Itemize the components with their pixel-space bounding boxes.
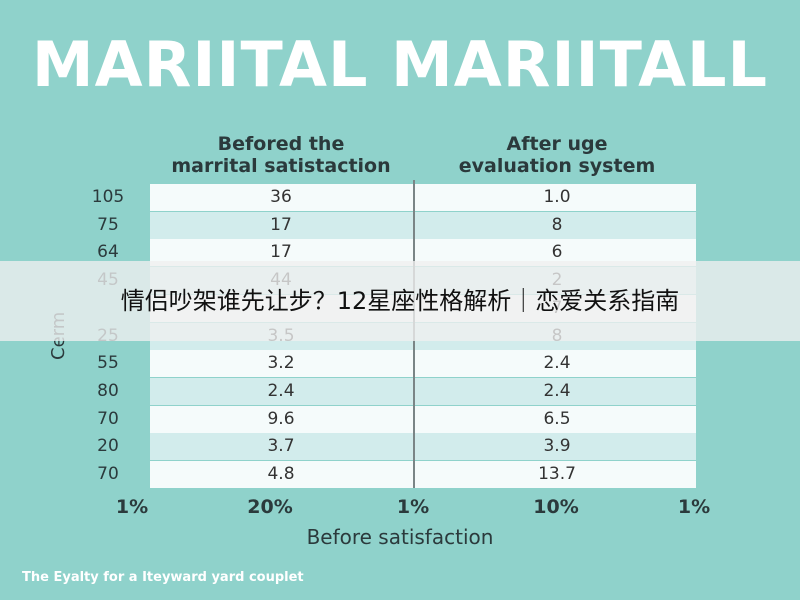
column-header-after: After uge evaluation system	[418, 133, 696, 177]
x-tick-label: 1%	[396, 496, 430, 518]
column-header-before-line1: Befored the	[217, 133, 345, 155]
cell-before: 17	[270, 214, 292, 235]
cell-before: 9.6	[267, 408, 295, 429]
cell-after: 1.0	[543, 187, 571, 207]
cell-before: 2.4	[267, 380, 295, 401]
table-row: 2.4 2.4	[150, 377, 696, 405]
cell-before: 17	[270, 242, 292, 263]
footer-caption: The Eyalty for a Iteyward yard couplet	[22, 570, 304, 585]
cell-after: 2.4	[543, 380, 571, 401]
x-axis-label: Before satisfaction	[306, 525, 494, 549]
cell-after: 6	[551, 242, 563, 263]
cell-after: 3.9	[543, 436, 571, 457]
row-label: 80	[97, 380, 119, 401]
row-label: 64	[97, 242, 119, 263]
column-header-before: Befored the marrital satistaction	[150, 133, 412, 177]
row-label: 55	[97, 353, 119, 374]
cell-before: 3.7	[267, 436, 295, 457]
table-row: 9.6 6.5	[150, 405, 696, 433]
row-label: 70	[97, 464, 119, 484]
banner-text: 情侣吵架谁先让步？12星座性格解析｜恋爱关系指南	[120, 287, 680, 315]
table-row: 17 8	[150, 211, 696, 239]
overlay-banner: 情侣吵架谁先让步？12星座性格解析｜恋爱关系指南	[0, 261, 800, 341]
row-label: 70	[97, 408, 119, 429]
row-label: 20	[97, 436, 119, 457]
x-tick-label: 10%	[533, 496, 579, 518]
row-label: 105	[91, 187, 125, 207]
chart-title: MARIITAL MARIITALL	[31, 28, 769, 101]
table-row: 36 1.0	[150, 184, 696, 211]
column-header-before-line2: marrital satistaction	[171, 155, 391, 177]
cell-after: 6.5	[543, 408, 571, 429]
cell-after: 13.7	[538, 464, 576, 484]
table-row: 3.2 2.4	[150, 350, 696, 378]
table-row: 4.8 13.7	[150, 461, 696, 488]
table-row: 3.7 3.9	[150, 433, 696, 461]
cell-before: 36	[270, 187, 292, 207]
x-tick-label: 1%	[677, 496, 711, 518]
cell-before: 4.8	[267, 464, 295, 484]
column-header-after-line1: After uge	[506, 133, 608, 155]
cell-before: 3.2	[267, 353, 295, 374]
x-tick-label: 1%	[115, 496, 149, 518]
x-tick-label: 20%	[247, 496, 293, 518]
column-header-after-line2: evaluation system	[458, 155, 656, 177]
row-label: 75	[97, 214, 119, 235]
cell-after: 8	[551, 214, 563, 235]
cell-after: 2.4	[543, 353, 571, 374]
